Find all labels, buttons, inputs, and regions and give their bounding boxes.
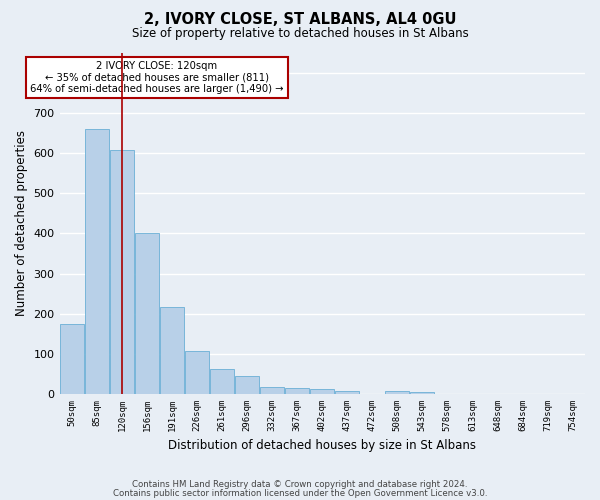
Bar: [110, 150, 134, 394]
Bar: [85, 129, 109, 394]
Bar: [60, 324, 84, 394]
Bar: [385, 391, 409, 394]
Bar: [335, 391, 359, 394]
Bar: [235, 376, 259, 394]
Text: Contains public sector information licensed under the Open Government Licence v3: Contains public sector information licen…: [113, 488, 487, 498]
Text: 2 IVORY CLOSE: 120sqm
← 35% of detached houses are smaller (811)
64% of semi-det: 2 IVORY CLOSE: 120sqm ← 35% of detached …: [30, 61, 284, 94]
Bar: [260, 387, 284, 394]
Text: Size of property relative to detached houses in St Albans: Size of property relative to detached ho…: [131, 28, 469, 40]
Bar: [185, 351, 209, 394]
Text: 2, IVORY CLOSE, ST ALBANS, AL4 0GU: 2, IVORY CLOSE, ST ALBANS, AL4 0GU: [144, 12, 456, 28]
X-axis label: Distribution of detached houses by size in St Albans: Distribution of detached houses by size …: [168, 440, 476, 452]
Bar: [210, 368, 234, 394]
Bar: [310, 389, 334, 394]
Y-axis label: Number of detached properties: Number of detached properties: [15, 130, 28, 316]
Bar: [410, 392, 434, 394]
Text: Contains HM Land Registry data © Crown copyright and database right 2024.: Contains HM Land Registry data © Crown c…: [132, 480, 468, 489]
Bar: [160, 308, 184, 394]
Bar: [286, 388, 309, 394]
Bar: [135, 234, 159, 394]
